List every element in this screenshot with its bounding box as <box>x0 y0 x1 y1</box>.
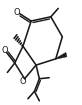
Text: O: O <box>20 77 26 86</box>
Text: O: O <box>1 46 8 55</box>
Text: O: O <box>14 8 20 17</box>
Polygon shape <box>56 52 67 59</box>
